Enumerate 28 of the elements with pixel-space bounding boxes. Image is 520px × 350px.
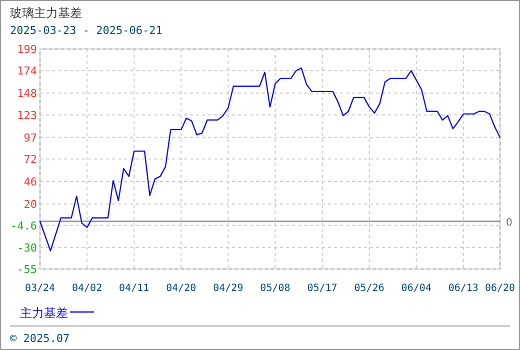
y-tick-label: 123: [17, 108, 37, 122]
y-tick-label: -30: [17, 241, 37, 254]
line-series: [39, 67, 501, 252]
y-tick-label: 174: [17, 64, 38, 78]
x-tick-label: 05/26: [354, 283, 384, 294]
x-tick-label: 06/20: [484, 283, 516, 294]
x-tick-label: 04/29: [213, 283, 244, 294]
x-tick-label: 05/08: [260, 283, 290, 294]
ref-line-label: 0: [506, 217, 512, 228]
chart-title: 玻璃主力基差: [10, 6, 82, 20]
x-tick-label: 06/13: [448, 283, 478, 294]
x-tick-label: 05/17: [307, 283, 338, 294]
x-tick-label: 06/04: [401, 283, 432, 294]
y-tick-label: 72: [24, 153, 37, 166]
y-tick-label: 97: [24, 131, 37, 144]
x-tick-label: 04/02: [72, 283, 102, 294]
y-tick-label: 148: [17, 87, 37, 100]
y-tick-label: -55: [17, 263, 37, 276]
text: © 2025.07: [10, 332, 70, 345]
legend-label: 主力基差: [20, 306, 68, 320]
x-tick-label: 04/11: [119, 283, 150, 294]
x-tick-label: 03/24: [24, 283, 56, 294]
y-tick-label: -4.6: [10, 219, 37, 232]
y-tick-label: 46: [24, 176, 37, 189]
chart-subtitle: 2025-03-23 - 2025-06-21: [10, 24, 162, 37]
y-tick-label: 20: [24, 198, 37, 212]
x-tick-label: 04/20: [166, 283, 196, 294]
y-tick-label: 199: [17, 43, 37, 56]
